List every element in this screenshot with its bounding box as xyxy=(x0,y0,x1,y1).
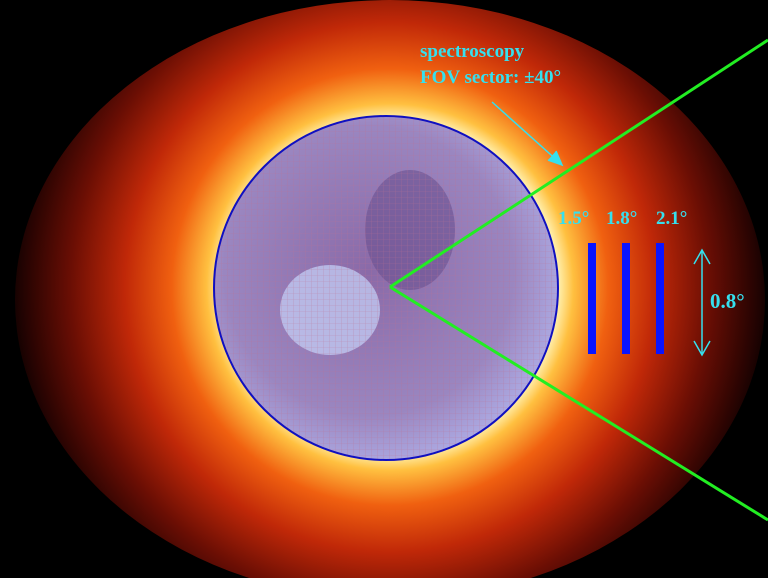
annotation: FOV sector: ±40° xyxy=(420,67,561,88)
height-label: 0.8° xyxy=(710,289,745,313)
solar-disk xyxy=(214,116,558,460)
slit-label: 1.5° xyxy=(558,208,589,229)
slit-label: 1.8° xyxy=(606,208,637,229)
annotation: spectroscopy xyxy=(420,41,525,62)
slit-label: 2.1° xyxy=(656,208,687,229)
figure: spectroscopy FOV sector: ±40° 1.5° 1.8° … xyxy=(0,0,768,578)
